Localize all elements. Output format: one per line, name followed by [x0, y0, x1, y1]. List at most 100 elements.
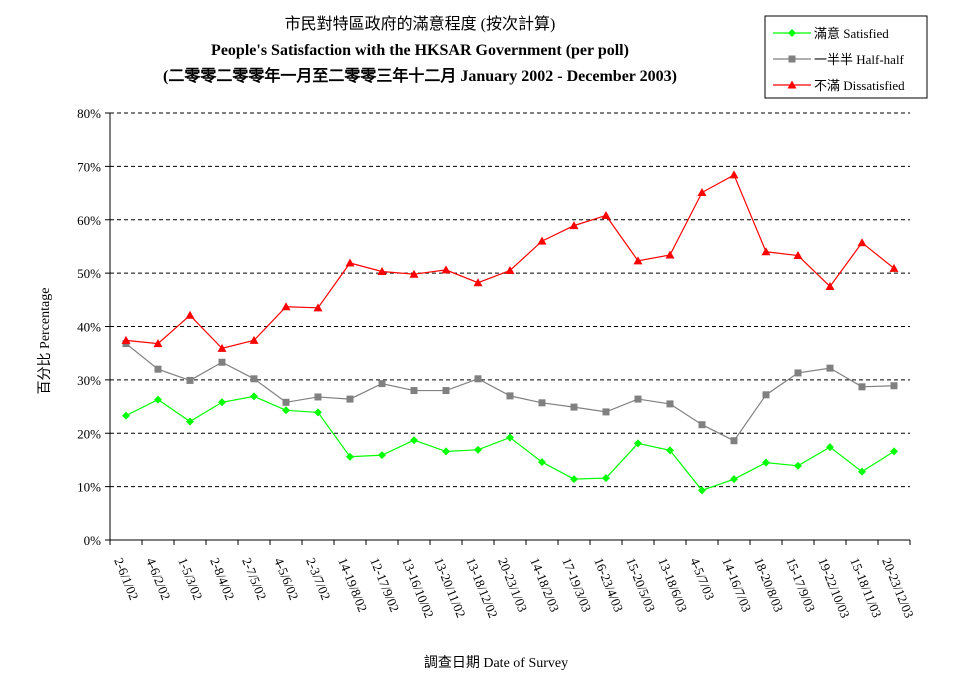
- data-point: [122, 411, 130, 420]
- data-point: [666, 446, 674, 455]
- data-point: [762, 458, 770, 467]
- x-tick-label: 2-3/7/02: [303, 556, 333, 602]
- x-tick-label: 4-5/7/03: [687, 556, 717, 602]
- x-axis: 2-6/1/02 4-6/2/02 1-5/3/02 2-8/4/02 2-7/5/02…: [109, 540, 917, 621]
- data-point: [729, 170, 739, 179]
- data-point: [858, 383, 866, 391]
- data-point: [346, 452, 354, 461]
- data-point: [378, 380, 386, 388]
- x-tick-label: 18-20/8/03: [751, 556, 786, 615]
- data-point: [442, 447, 450, 456]
- y-tick-label: 0%: [84, 533, 102, 548]
- x-tick-label: 15-18/11/03: [847, 556, 885, 620]
- data-point: [762, 391, 770, 399]
- data-point: [858, 467, 866, 476]
- data-point: [787, 80, 797, 89]
- data-point: [474, 375, 482, 383]
- data-point: [153, 339, 163, 348]
- data-point: [730, 437, 738, 445]
- data-point: [378, 451, 386, 460]
- data-point: [345, 258, 355, 267]
- data-point: [601, 210, 611, 219]
- data-point: [857, 238, 867, 247]
- data-point: [570, 403, 578, 411]
- x-tick-label: 15-20/5/03: [623, 556, 658, 615]
- data-point: [154, 395, 162, 404]
- y-tick-label: 40%: [77, 320, 101, 335]
- legend-entry: 滿意 Satisfied: [814, 26, 889, 41]
- x-tick-label: 15-17/9/03: [783, 556, 818, 615]
- data-point: [602, 408, 610, 416]
- y-tick-label: 70%: [77, 159, 101, 174]
- x-tick-label: 13-16/10/02: [399, 556, 437, 621]
- data-point: [410, 387, 418, 395]
- legend-entry: 一半半 Half-half: [814, 52, 905, 67]
- x-tick-label: 13-18/6/03: [655, 556, 690, 615]
- x-tick-label: 17-19/3/03: [559, 556, 594, 615]
- data-point: [788, 55, 796, 63]
- y-tick-label: 20%: [77, 426, 101, 441]
- data-point: [313, 303, 323, 312]
- data-point: [346, 395, 354, 403]
- data-point: [442, 387, 450, 395]
- data-point: [409, 269, 419, 278]
- x-tick-label: 1-5/3/02: [175, 556, 205, 602]
- data-point: [506, 392, 514, 400]
- data-point: [794, 461, 802, 470]
- data-point: [250, 375, 258, 383]
- series-line: [125, 343, 895, 442]
- legend: 滿意 Satisfied 一半半 Half-half 不滿 Dissatisfied: [764, 15, 928, 99]
- series-square: [122, 340, 898, 445]
- x-tick-label: 12-17/9/02: [367, 556, 402, 615]
- data-point: [506, 433, 514, 442]
- data-point: [282, 406, 290, 415]
- data-point: [570, 475, 578, 484]
- data-point: [569, 221, 579, 230]
- title-line-2: People's Satisfaction with the HKSAR Gov…: [211, 42, 629, 59]
- series-diamond: [122, 392, 898, 495]
- data-point: [314, 393, 322, 401]
- data-point: [505, 265, 515, 274]
- x-tick-label: 20-23/1/03: [495, 556, 530, 615]
- x-tick-label: 14-19/8/02: [335, 556, 370, 615]
- y-tick-label: 60%: [77, 213, 101, 228]
- data-point: [602, 474, 610, 483]
- x-tick-label: 19-22/10/03: [815, 556, 853, 621]
- data-point: [218, 398, 226, 407]
- data-point: [890, 382, 898, 390]
- x-tick-label: 13-18/12/02: [463, 556, 501, 621]
- x-tick-label: 14-18/2/03: [527, 556, 562, 615]
- series-triangle: [121, 170, 899, 352]
- data-point: [826, 443, 834, 452]
- x-tick-label: 14-16/7/03: [719, 556, 754, 615]
- chart-title: 市民對特區政府的滿意程度 (按次計算) People's Satisfactio…: [163, 14, 677, 85]
- x-tick-label: 2-6/1/02: [111, 556, 141, 602]
- data-point: [410, 436, 418, 445]
- data-point: [665, 250, 675, 259]
- data-point: [698, 486, 706, 495]
- x-tick-label: 2-7/5/02: [239, 556, 269, 602]
- data-point: [698, 421, 706, 429]
- x-tick-label: 16-23/4/03: [591, 556, 626, 615]
- data-point: [281, 302, 291, 311]
- data-point: [538, 399, 546, 407]
- data-point: [666, 400, 674, 408]
- title-line-3: (二零零二零零年一月至二零零三年十二月 January 2002 - Decem…: [163, 66, 677, 85]
- y-axis-title: 百分比 Percentage: [37, 288, 53, 395]
- data-point: [473, 278, 483, 287]
- plot-area: [109, 112, 910, 541]
- data-point: [186, 376, 194, 384]
- data-point: [825, 281, 835, 290]
- data-point: [730, 475, 738, 484]
- data-point: [282, 398, 290, 406]
- y-tick-label: 10%: [77, 480, 101, 495]
- data-point: [217, 343, 227, 352]
- data-point: [697, 188, 707, 197]
- data-point: [793, 251, 803, 260]
- data-point: [794, 369, 802, 377]
- series-line: [125, 395, 895, 492]
- data-point: [634, 439, 642, 448]
- data-point: [474, 445, 482, 454]
- data-point: [441, 265, 451, 274]
